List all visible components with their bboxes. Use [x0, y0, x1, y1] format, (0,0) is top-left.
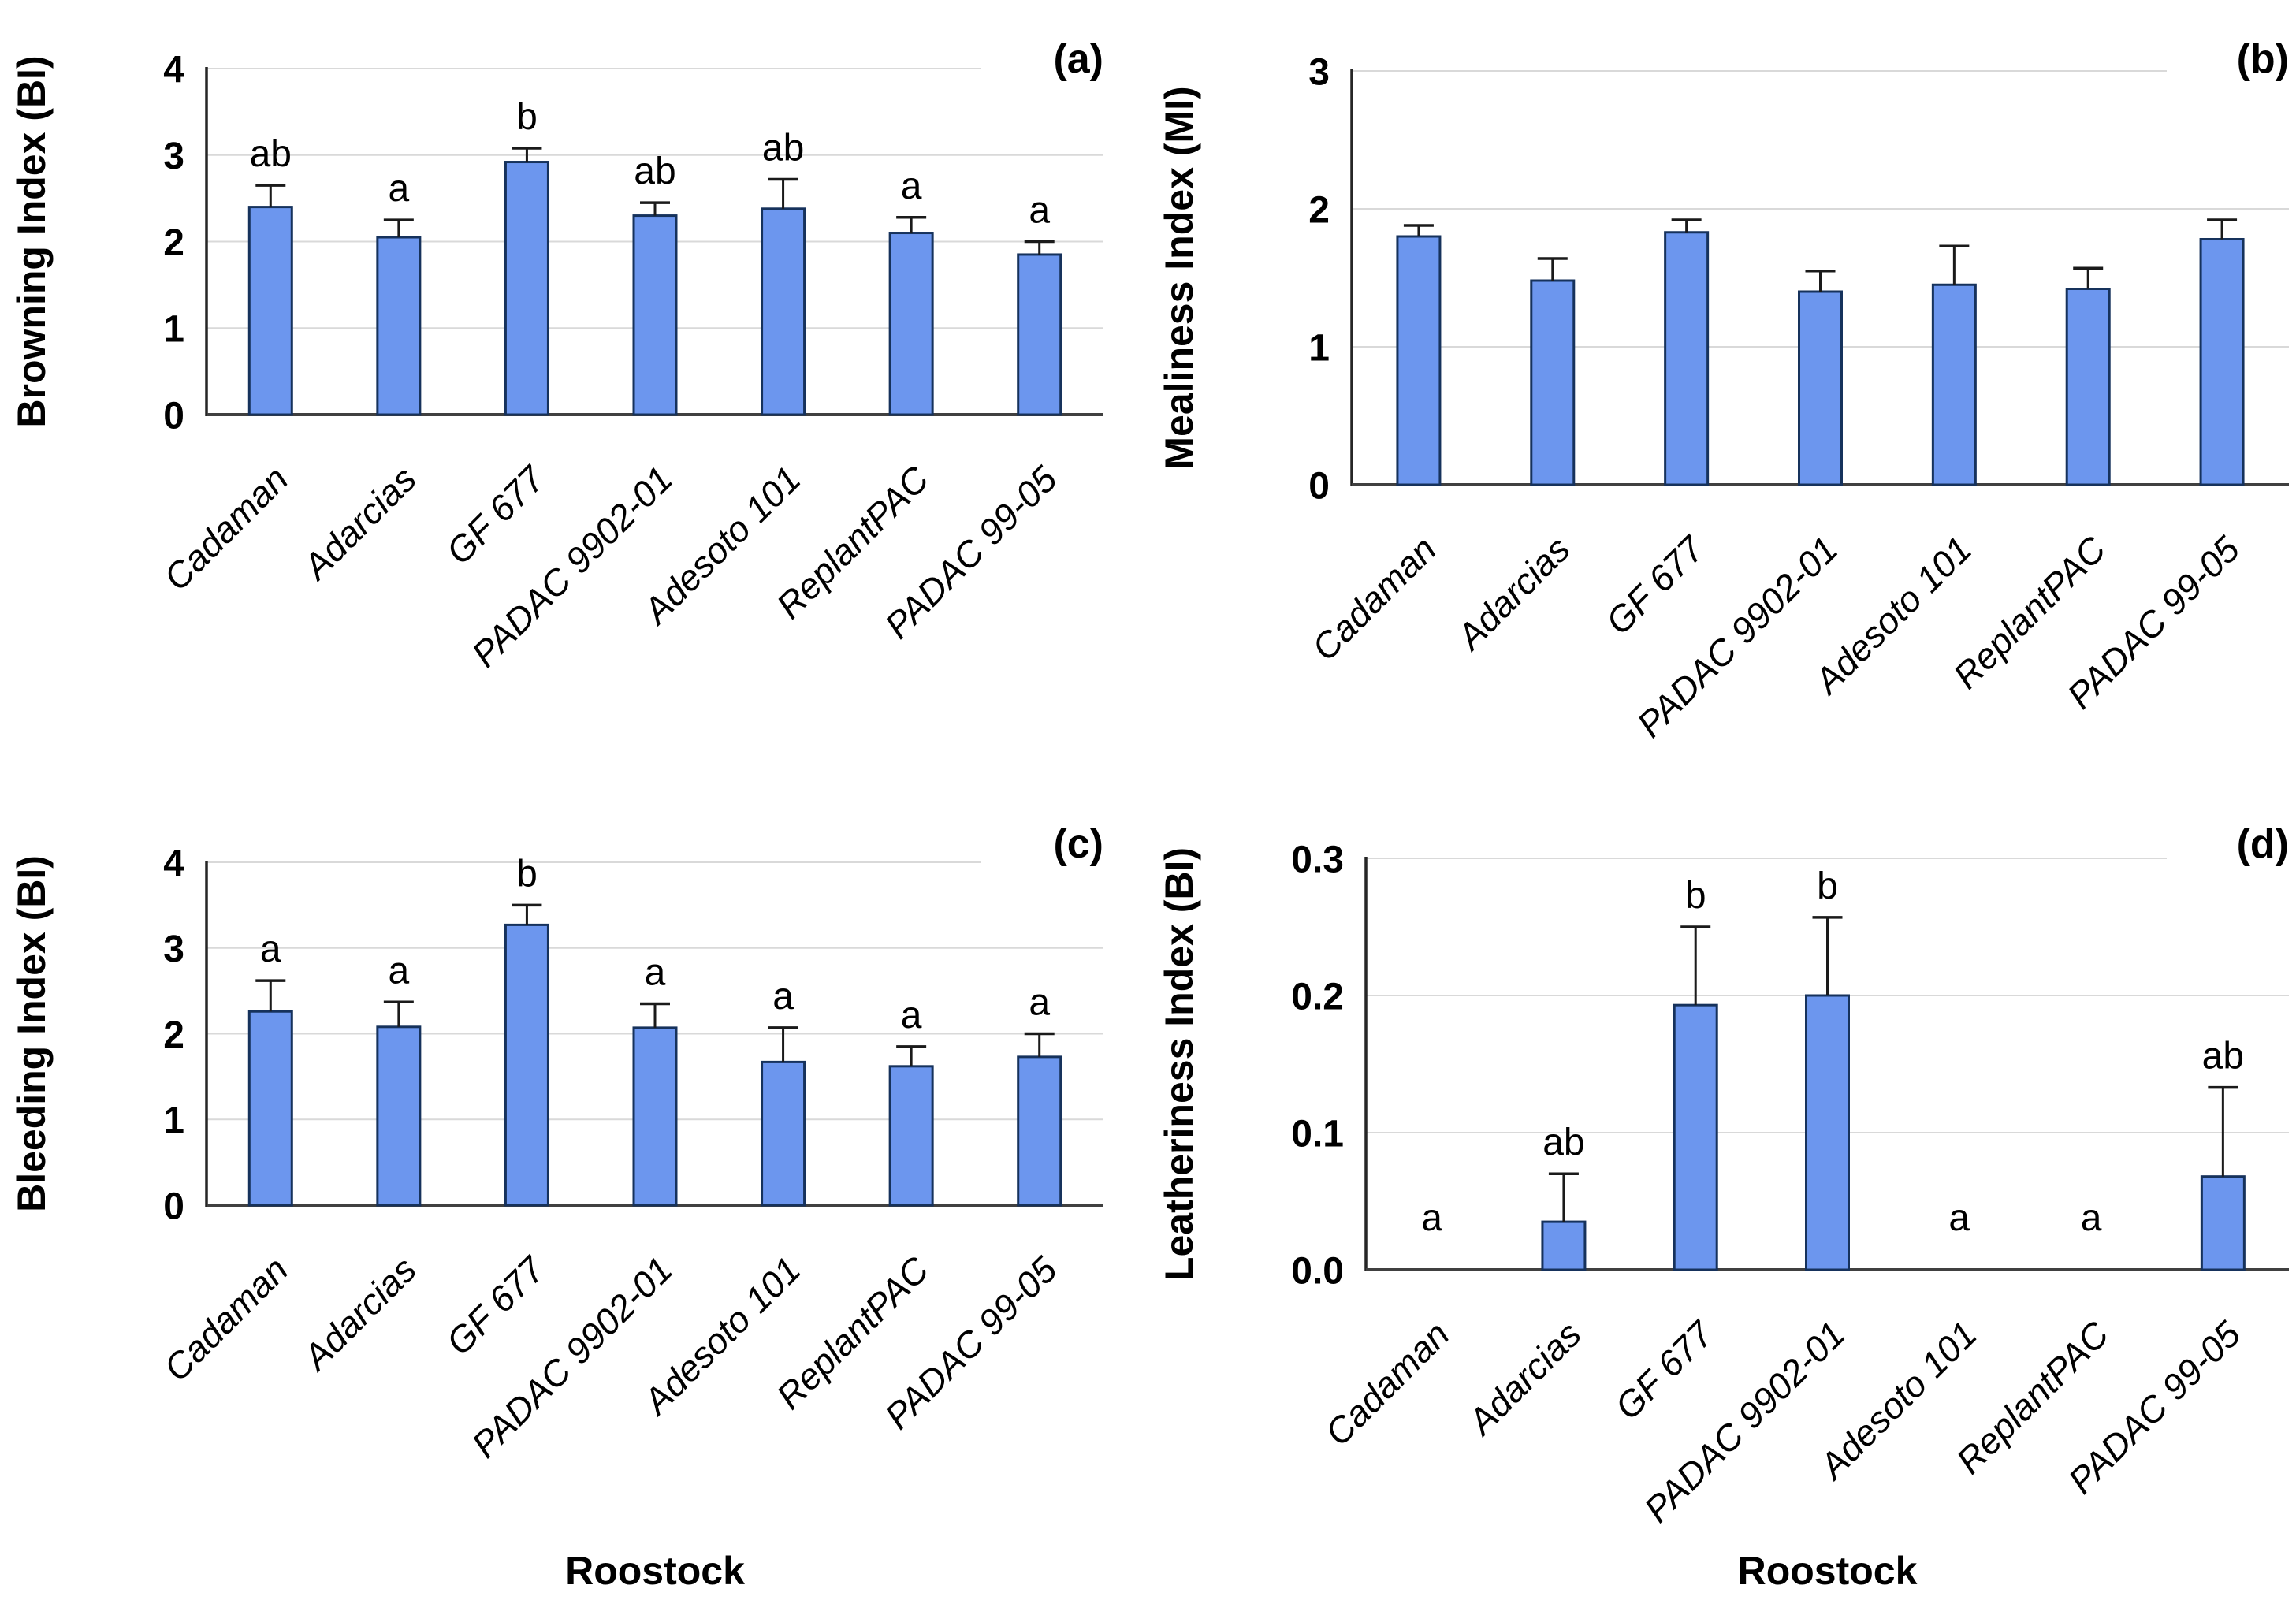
x-category-label: GF 677	[438, 1248, 553, 1363]
x-category-label: Adarcias	[293, 1248, 423, 1379]
bar	[2065, 288, 2111, 486]
y-tick-label: 2	[1308, 189, 1330, 231]
x-category-label: Cadaman	[1304, 528, 1444, 668]
y-axis-title: Bleeding Index (BI)	[9, 855, 54, 1212]
significance-letter: a	[772, 976, 794, 1018]
bar	[888, 232, 934, 416]
significance-letter: a	[260, 928, 281, 970]
significance-letter: b	[516, 96, 538, 138]
bar	[1805, 994, 1850, 1271]
x-axis-title: Roostock	[565, 1549, 745, 1593]
y-tick-label: 3	[163, 928, 184, 970]
y-tick-label: 0	[163, 395, 184, 437]
panel-d-chart: 0.0 0.1 0.2 0.3 Leatheriness Index (BI) a Cada…	[1157, 813, 2293, 1593]
significance-letter: a	[1421, 1197, 1442, 1239]
panel-letter: (b)	[2237, 36, 2289, 82]
x-category-label: GF 677	[1607, 1312, 1722, 1427]
bar	[888, 1065, 934, 1207]
panel-letter-backing	[2167, 813, 2293, 869]
bar	[1017, 1055, 1062, 1207]
significance-letter: a	[645, 951, 666, 993]
x-category-label: Cadaman	[156, 458, 296, 598]
bar	[1673, 1003, 1718, 1271]
x-category-label: Adarcias	[293, 458, 423, 588]
bar	[2199, 238, 2245, 486]
y-tick-label: 0	[163, 1185, 184, 1227]
significance-letter: a	[901, 166, 922, 207]
significance-letter: a	[1948, 1197, 1970, 1239]
bar	[247, 206, 293, 416]
bar	[247, 1010, 293, 1207]
bar	[632, 1026, 678, 1207]
bar	[761, 1060, 806, 1207]
significance-letter: ab	[2202, 1036, 2244, 1077]
x-category-label: GF 677	[438, 457, 553, 572]
panel-letter: (a)	[1053, 36, 1103, 82]
y-tick-label: 2	[163, 1014, 184, 1056]
bar	[1798, 290, 1843, 486]
bar	[1530, 279, 1576, 486]
bar	[376, 236, 422, 416]
bar	[1931, 283, 1977, 486]
significance-letter: b	[1817, 865, 1838, 907]
y-tick-label: 0.0	[1291, 1250, 1344, 1292]
y-axis-title: Browning Index (BI)	[9, 55, 54, 427]
significance-letter: a	[2081, 1197, 2102, 1239]
bar	[761, 207, 806, 416]
panel-letter-backing	[2167, 28, 2293, 84]
significance-letter: ab	[634, 151, 675, 192]
y-tick-label: 4	[163, 49, 184, 91]
panel-c: 0 1 2 3 4 Bleeding Index (BI) a Cadaman a Adarcia…	[0, 807, 1148, 1615]
y-tick-label: 0	[1308, 465, 1330, 507]
y-tick-label: 0.3	[1291, 839, 1344, 880]
bar	[1541, 1220, 1587, 1271]
x-category-label: Adarcias	[1447, 528, 1577, 658]
significance-letter: a	[1029, 190, 1050, 232]
panel-letter: (d)	[2237, 821, 2289, 867]
bar	[2200, 1175, 2246, 1271]
panel-b: 0 1 2 3 Mealiness Index (MI) Cadaman Adarcias G…	[1148, 0, 2296, 807]
y-tick-label: 1	[1308, 327, 1330, 369]
panel-b-chart: 0 1 2 3 Mealiness Index (MI) Cadaman Adarcias G…	[1157, 28, 2293, 745]
bar	[632, 214, 678, 416]
y-tick-label: 0.2	[1291, 976, 1344, 1018]
significance-letter: a	[389, 950, 410, 992]
panel-a: 0 1 2 3 4 Browning Index (BI) ab Cadaman a Adarci…	[0, 0, 1148, 807]
panel-c-chart: 0 1 2 3 4 Bleeding Index (BI) a Cadaman a Adarcia…	[9, 813, 1107, 1593]
y-axis-title: Leatheriness Index (BI)	[1157, 847, 1201, 1281]
bar	[504, 923, 549, 1207]
x-category-label: GF 677	[1598, 527, 1713, 642]
y-axis-title: Mealiness Index (MI)	[1157, 86, 1201, 469]
x-category-label: Cadaman	[156, 1248, 296, 1389]
y-tick-label: 1	[163, 309, 184, 351]
panel-letter-backing	[981, 813, 1107, 869]
panel-d: 0.0 0.1 0.2 0.3 Leatheriness Index (BI) a Cada…	[1148, 807, 2296, 1615]
significance-letter: ab	[762, 127, 804, 169]
bar	[1396, 235, 1442, 486]
bar	[1017, 253, 1062, 416]
significance-letter: a	[389, 168, 410, 210]
y-tick-label: 0.1	[1291, 1113, 1344, 1155]
y-tick-label: 3	[163, 136, 184, 177]
bar	[504, 161, 549, 416]
significance-letter: ab	[250, 133, 292, 175]
x-axis-title: Roostock	[1738, 1549, 1918, 1593]
y-tick-label: 4	[163, 843, 184, 884]
x-category-label: Cadaman	[1317, 1313, 1457, 1453]
significance-letter: b	[1685, 875, 1706, 917]
significance-letter: b	[516, 853, 538, 895]
bar	[1664, 231, 1710, 486]
y-tick-label: 3	[1308, 51, 1330, 93]
y-tick-label: 1	[163, 1100, 184, 1142]
panel-letter-backing	[981, 28, 1107, 84]
y-tick-label: 2	[163, 222, 184, 264]
panel-letter: (c)	[1053, 821, 1103, 867]
bar	[376, 1025, 422, 1207]
significance-letter: ab	[1542, 1122, 1584, 1163]
x-category-label: Adarcias	[1459, 1313, 1589, 1443]
significance-letter: a	[901, 995, 922, 1036]
significance-letter: a	[1029, 982, 1050, 1024]
